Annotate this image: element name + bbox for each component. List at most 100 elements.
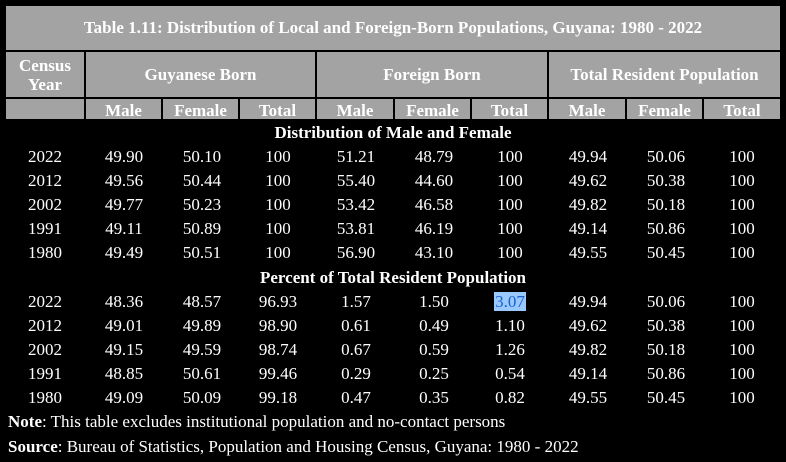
- cell-text: 1.26: [495, 340, 525, 359]
- value-cell: 50.45: [627, 388, 705, 408]
- cell-text: 49.56: [104, 171, 144, 190]
- cell-text: 100: [497, 243, 523, 262]
- year-cell: 2012: [6, 316, 84, 336]
- value-cell: 1.50: [395, 292, 473, 312]
- value-cell: 50.06: [627, 292, 705, 312]
- value-cell: 51.21: [317, 147, 395, 167]
- cell-text: 50.18: [646, 340, 686, 359]
- value-cell: 100: [471, 195, 549, 215]
- value-cell: 100: [703, 147, 781, 167]
- value-cell: 50.86: [627, 364, 705, 384]
- value-cell: 49.11: [85, 219, 163, 239]
- cell-text: 49.55: [568, 388, 608, 407]
- cell-text: 0.54: [495, 364, 525, 383]
- value-cell: 48.85: [85, 364, 163, 384]
- cell-text: 100: [729, 316, 755, 335]
- source: Source: Bureau of Statistics, Population…: [8, 437, 579, 457]
- cell-text: 49.11: [105, 219, 143, 238]
- table-row: 1991 49.11 50.89 100 53.81 46.19 100 49.14 50.86…: [0, 219, 786, 243]
- cell-text: 50.38: [646, 316, 686, 335]
- cell-text: 49.62: [568, 171, 608, 190]
- cell-text: 49.62: [568, 316, 608, 335]
- value-cell: 49.55: [549, 243, 627, 263]
- cell-text: 0.82: [495, 388, 525, 407]
- subheader-male: Male: [317, 99, 393, 119]
- value-cell: 50.44: [163, 171, 241, 191]
- cell-text: 100: [729, 147, 755, 166]
- cell-text: 49.55: [568, 243, 608, 262]
- selected-text[interactable]: 3.07: [494, 292, 526, 311]
- value-cell: 100: [471, 219, 549, 239]
- cell-text: 2012: [28, 171, 62, 190]
- value-cell: 100: [703, 388, 781, 408]
- cell-text: 44.60: [414, 171, 454, 190]
- value-cell: 49.59: [163, 340, 241, 360]
- value-cell: 100: [239, 195, 317, 215]
- value-cell: 50.18: [627, 340, 705, 360]
- value-cell: 50.06: [627, 147, 705, 167]
- value-cell: 50.38: [627, 171, 705, 191]
- value-cell: 50.86: [627, 219, 705, 239]
- subheader-total: Total: [704, 99, 780, 119]
- cell-text: 56.90: [336, 243, 376, 262]
- value-cell: 50.51: [163, 243, 241, 263]
- source-label: Source: [8, 437, 58, 456]
- cell-text: 50.51: [182, 243, 222, 262]
- cell-text: 100: [265, 195, 291, 214]
- year-cell: 2002: [6, 195, 84, 215]
- value-cell: 1.26: [471, 340, 549, 360]
- cell-text: 99.46: [258, 364, 298, 383]
- value-cell: 1.57: [317, 292, 395, 312]
- value-cell: 49.09: [85, 388, 163, 408]
- header-census-year: Census Year: [6, 52, 84, 97]
- cell-text: 49.82: [568, 195, 608, 214]
- cell-text: 50.38: [646, 171, 686, 190]
- cell-text: 49.89: [182, 316, 222, 335]
- value-cell: 100: [471, 171, 549, 191]
- cell-text: 49.09: [104, 388, 144, 407]
- value-cell: 0.25: [395, 364, 473, 384]
- value-cell: 100: [239, 219, 317, 239]
- value-cell: 100: [471, 243, 549, 263]
- cell-text: 50.61: [182, 364, 222, 383]
- cell-text: 100: [729, 243, 755, 262]
- cell-text: 1991: [28, 364, 62, 383]
- cell-text: 0.67: [341, 340, 371, 359]
- value-cell: 100: [703, 195, 781, 215]
- value-cell: 0.82: [471, 388, 549, 408]
- cell-text: 50.44: [182, 171, 222, 190]
- header-guyanese-born: Guyanese Born: [86, 52, 315, 97]
- value-cell: 100: [239, 171, 317, 191]
- cell-text: 0.49: [419, 316, 449, 335]
- value-cell: 98.74: [239, 340, 317, 360]
- cell-text: 100: [497, 147, 523, 166]
- table-row: 1991 48.85 50.61 99.46 0.29 0.25 0.54 49.14 50.8…: [0, 364, 786, 388]
- value-cell: 44.60: [395, 171, 473, 191]
- note: Note: This table excludes institutional …: [8, 412, 505, 432]
- note-text: : This table excludes institutional popu…: [41, 412, 506, 431]
- table-row: 2002 49.77 50.23 100 53.42 46.58 100 49.82 50.18…: [0, 195, 786, 219]
- value-cell: 0.61: [317, 316, 395, 336]
- value-cell: 49.82: [549, 195, 627, 215]
- header-empty: [6, 99, 84, 119]
- value-cell: 49.14: [549, 364, 627, 384]
- table-row: 2022 49.90 50.10 100 51.21 48.79 100 49.94 50.06…: [0, 147, 786, 171]
- cell-text: 1.50: [419, 292, 449, 311]
- subheader-female: Female: [163, 99, 238, 119]
- value-cell: 100: [703, 292, 781, 312]
- cell-text: 100: [729, 292, 755, 311]
- value-cell: 46.19: [395, 219, 473, 239]
- cell-text: 50.23: [182, 195, 222, 214]
- table-row: 2012 49.56 50.44 100 55.40 44.60 100 49.62 50.38…: [0, 171, 786, 195]
- cell-text: 100: [265, 171, 291, 190]
- cell-text: 51.21: [336, 147, 376, 166]
- value-cell: 50.10: [163, 147, 241, 167]
- cell-text: 49.90: [104, 147, 144, 166]
- value-cell: 100: [703, 340, 781, 360]
- value-cell: 3.07: [471, 292, 549, 312]
- value-cell: 98.90: [239, 316, 317, 336]
- cell-text: 50.86: [646, 219, 686, 238]
- value-cell: 56.90: [317, 243, 395, 263]
- value-cell: 49.15: [85, 340, 163, 360]
- cell-text: 96.93: [258, 292, 298, 311]
